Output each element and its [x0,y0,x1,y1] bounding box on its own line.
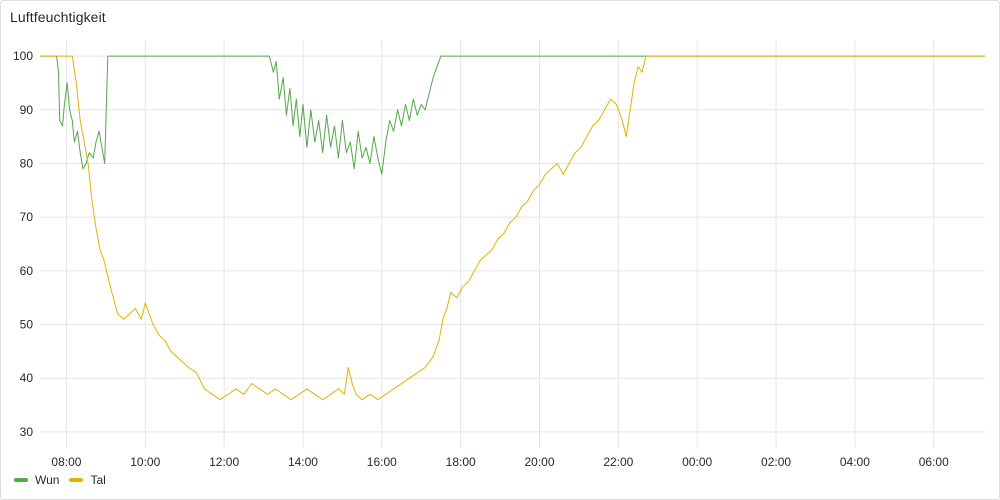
x-tick-label: 00:00 [682,455,712,469]
x-tick-label: 16:00 [367,455,397,469]
y-tick-label: 80 [20,156,34,170]
x-tick-label: 14:00 [288,455,318,469]
y-tick-label: 90 [20,103,34,117]
x-tick-label: 18:00 [446,455,476,469]
y-tick-label: 60 [20,264,34,278]
x-tick-label: 06:00 [919,455,949,469]
legend-item-wun[interactable]: Wun [14,473,59,487]
grid [40,40,985,448]
series-line-tal [40,55,985,401]
x-tick-label: 04:00 [840,455,870,469]
y-tick-label: 100 [13,49,33,63]
y-axis-labels: 30 40 50 60 70 80 90 100 [13,49,33,439]
legend-swatch [69,478,84,482]
legend-swatch [14,478,28,482]
y-tick-label: 30 [20,425,34,439]
series-lines [40,55,985,401]
series-line-wun [40,55,985,175]
x-tick-label: 22:00 [603,455,633,469]
legend-label: Tal [90,473,106,487]
legend-item-tal[interactable]: Tal [69,473,106,487]
legend: Wun Tal [14,473,116,487]
x-tick-label: 12:00 [209,455,239,469]
y-tick-label: 40 [20,371,34,385]
y-tick-label: 50 [20,318,34,332]
x-axis-labels: 08:00 10:00 12:00 14:00 16:00 18:00 20:00 22:00… [51,455,949,469]
x-tick-label: 10:00 [130,455,160,469]
x-tick-label: 08:00 [51,455,81,469]
panel-title: Luftfeuchtigkeit [10,9,106,25]
x-tick-label: 20:00 [524,455,554,469]
x-tick-label: 02:00 [761,455,791,469]
legend-label: Wun [35,473,60,487]
y-tick-label: 70 [20,210,34,224]
